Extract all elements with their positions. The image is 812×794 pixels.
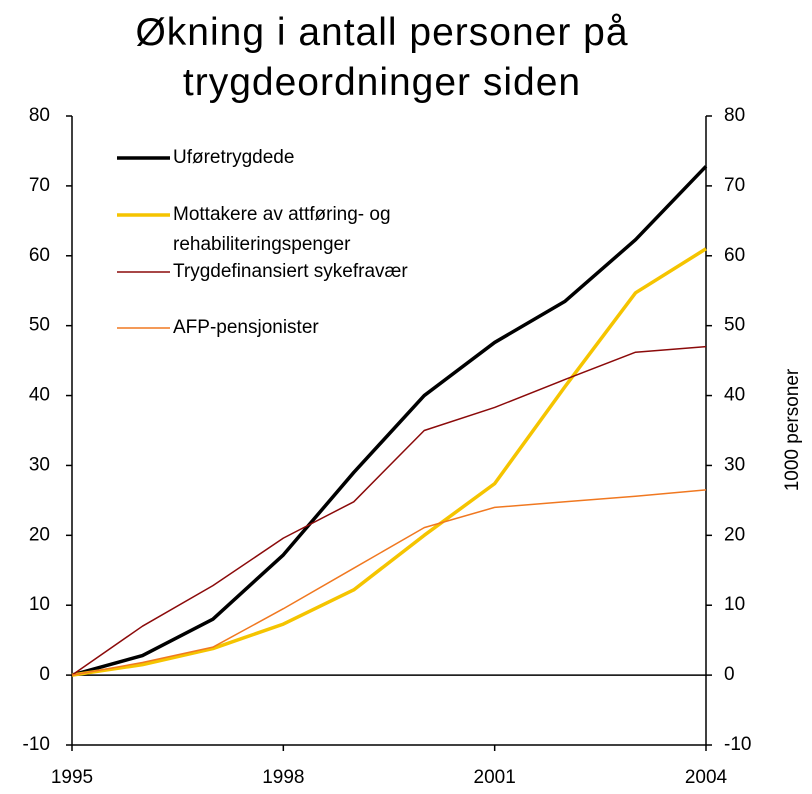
y2-axis-label: 1000 personer (782, 368, 803, 491)
y2-tick-label: 50 (724, 315, 745, 336)
y-tick-label: 20 (29, 524, 50, 545)
legend-label: Uføretrygdede (173, 147, 295, 168)
y-tick-label: 60 (29, 245, 50, 266)
x-tick-label: 2004 (685, 767, 728, 788)
y2-tick-label: 0 (724, 664, 735, 685)
legend-label: Mottakere av attføring- og rehabiliterin… (173, 204, 391, 255)
y2-tick-label: 40 (724, 385, 745, 406)
series-line (71, 345, 707, 676)
y-tick-label: 30 (29, 454, 50, 475)
x-tick-label: 2001 (474, 767, 516, 788)
y-tick-label: 0 (39, 664, 50, 685)
y2-tick-label: 10 (724, 594, 745, 615)
y-tick-label: -10 (23, 734, 50, 755)
y-tick-label: 80 (29, 105, 50, 126)
legend-label: AFP-pensjonister (173, 317, 319, 338)
series-line (71, 247, 707, 677)
y-tick-label: 50 (29, 315, 50, 336)
y-tick-label: 10 (29, 594, 50, 615)
y2-tick-label: 80 (724, 105, 745, 126)
series-line (71, 489, 707, 676)
x-tick-label: 1995 (51, 767, 93, 788)
series-line (71, 165, 708, 677)
y-tick-label: 40 (29, 385, 50, 406)
y2-tick-label: 60 (724, 245, 745, 266)
y2-tick-label: 70 (724, 175, 745, 196)
chart-title: Økning i antall personer på trygdeordnin… (135, 11, 629, 104)
y-tick-label: 70 (29, 175, 50, 196)
x-tick-label: 1998 (262, 767, 304, 788)
legend-label: Trygdefinansiert sykefravær (173, 261, 408, 282)
y2-tick-label: 20 (724, 524, 745, 545)
y2-tick-label: -10 (724, 734, 751, 755)
y2-tick-label: 30 (724, 454, 745, 475)
